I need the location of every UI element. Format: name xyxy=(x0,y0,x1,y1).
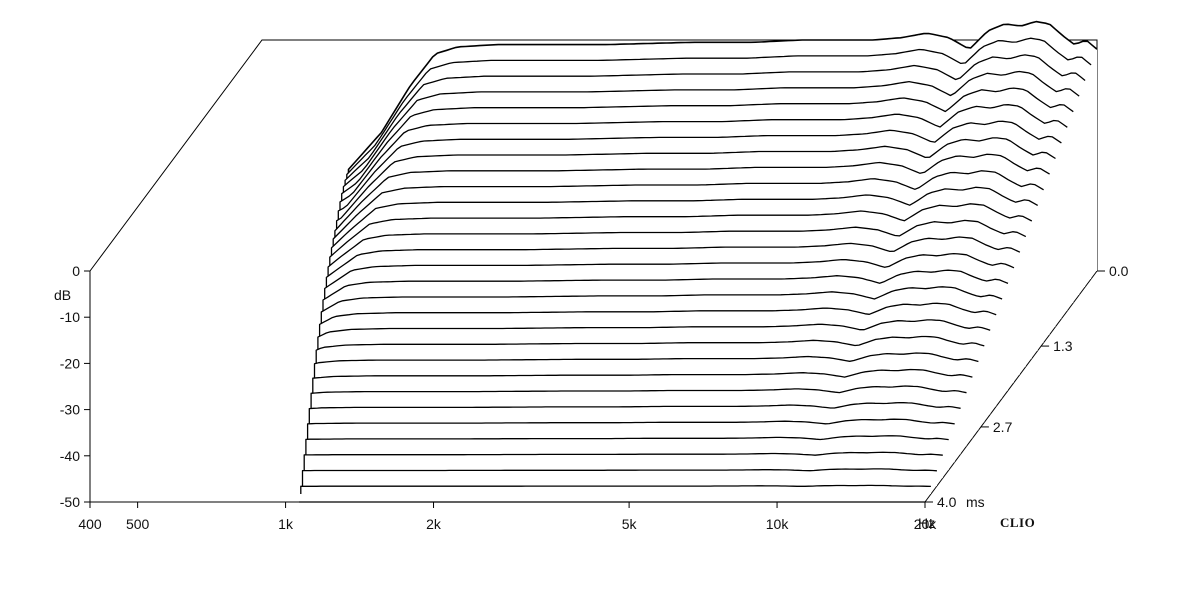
x-tick-label: 20k xyxy=(914,516,938,532)
slice-line xyxy=(306,418,955,463)
z-tick-label: 4.0 xyxy=(937,494,957,510)
y-tick-label: -50 xyxy=(60,494,80,510)
slice-line xyxy=(327,219,1027,367)
y-tick-label: -20 xyxy=(60,355,80,371)
slice-line xyxy=(344,54,1086,287)
slice-line xyxy=(313,352,979,431)
slice-line xyxy=(334,153,1050,335)
x-tick-label: 2k xyxy=(426,516,442,532)
floor-right-edge xyxy=(924,270,1098,503)
slice-line xyxy=(315,335,985,423)
x-tick-label: 400 xyxy=(78,516,102,532)
slice-line xyxy=(300,484,931,494)
slice-line xyxy=(346,37,1092,279)
z-tick-label: 2.7 xyxy=(993,419,1013,435)
slice-line xyxy=(320,286,1003,399)
slice-group xyxy=(299,20,1098,503)
slice-line xyxy=(335,137,1056,327)
slice-line xyxy=(329,203,1033,359)
y-axis-label: dB xyxy=(54,287,71,303)
slice-line xyxy=(324,252,1015,383)
slice-line xyxy=(305,435,949,471)
x-tick-label: 1k xyxy=(278,516,294,532)
brand-label: CLIO xyxy=(1000,515,1035,530)
slice-fill xyxy=(302,468,937,487)
z-axis-unit: ms xyxy=(966,494,985,510)
slice-line xyxy=(342,70,1080,295)
slice-line xyxy=(337,120,1062,319)
slice-fill xyxy=(300,485,931,494)
x-axis-unit: Hz xyxy=(918,515,935,531)
slice-line xyxy=(301,468,937,487)
slice-line xyxy=(322,269,1009,391)
slice-line xyxy=(303,451,943,479)
y-tick-label: -10 xyxy=(60,309,80,325)
slice-line xyxy=(341,87,1074,303)
y-axis: 0 -10 -20 -30 -40 -50 xyxy=(60,263,90,510)
x-tick-label: 500 xyxy=(126,516,150,532)
y-tick-label: -40 xyxy=(60,448,80,464)
y-tick-label: 0 xyxy=(72,263,80,279)
slice-line xyxy=(325,236,1021,375)
slice-line xyxy=(318,302,997,407)
x-tick-label: 5k xyxy=(622,516,638,532)
slice-line xyxy=(347,20,1098,271)
slice-line xyxy=(317,319,991,415)
slice-line xyxy=(339,104,1068,311)
slice-line xyxy=(312,368,973,439)
z-tick-label: 1.3 xyxy=(1053,338,1073,354)
x-axis: 400 500 1k 2k 5k 10k 20k xyxy=(78,502,937,532)
z-axis: 0.0 1.3 2.7 4.0 xyxy=(925,263,1129,510)
y-tick-label: -30 xyxy=(60,402,80,418)
x-tick-label: 10k xyxy=(766,516,790,532)
slice-line xyxy=(332,170,1044,343)
slice-line xyxy=(330,186,1039,351)
z-tick-label: 0.0 xyxy=(1109,263,1129,279)
slice-line xyxy=(310,385,967,447)
slice-line xyxy=(308,401,961,455)
